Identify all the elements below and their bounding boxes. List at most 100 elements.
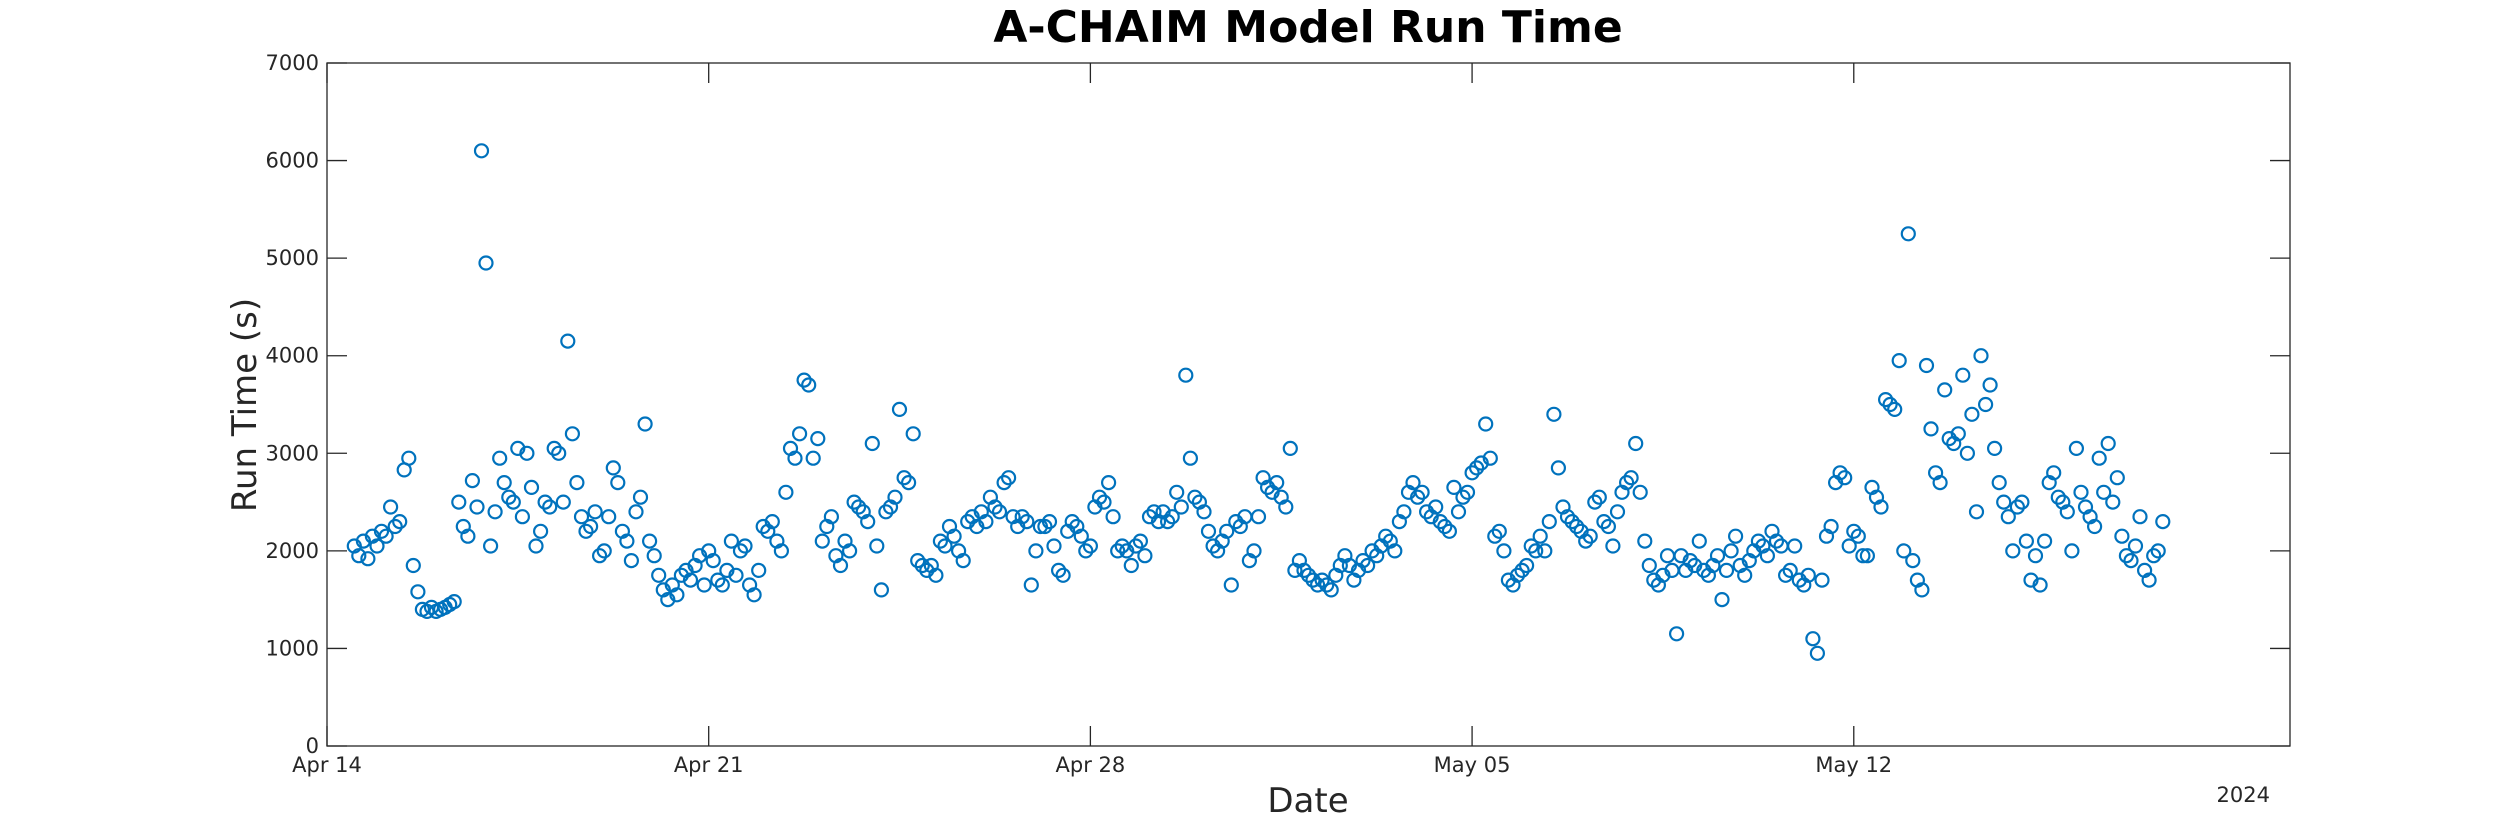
data-point <box>2091 450 2107 466</box>
y-tick-label: 1000 <box>266 636 319 660</box>
data-point <box>1768 533 1785 549</box>
data-point <box>1478 416 1494 432</box>
data-point <box>1528 543 1544 559</box>
data-point <box>1282 440 1298 456</box>
data-point <box>1882 396 1898 413</box>
y-tick-label: 4000 <box>266 344 319 368</box>
data-point <box>1414 484 1430 500</box>
data-point <box>401 450 417 466</box>
data-point <box>1550 460 1567 476</box>
data-point <box>1137 548 1153 564</box>
data-point <box>392 513 408 530</box>
data-point <box>1727 528 1744 544</box>
x-axis-ticks: Apr 14 Apr 21 Apr 28 May 05 May 12 <box>292 63 1892 777</box>
data-point <box>1578 533 1594 549</box>
data-point <box>1278 499 1294 515</box>
data-point <box>1900 226 1916 242</box>
data-point <box>2109 470 2125 486</box>
data-point <box>1355 552 1371 569</box>
data-point <box>2064 543 2080 559</box>
data-point <box>492 450 508 466</box>
data-point <box>1073 528 1089 544</box>
data-point <box>996 475 1012 491</box>
data-point <box>1046 538 1062 554</box>
data-point <box>451 494 467 510</box>
data-point <box>728 567 744 583</box>
data-point <box>2096 484 2112 500</box>
data-point <box>1977 396 1994 413</box>
data-point <box>1923 421 1939 437</box>
data-point <box>551 445 567 461</box>
x-tick-label: Apr 21 <box>674 753 744 777</box>
data-point <box>2087 518 2103 535</box>
y-axis-label: Run Time (s) <box>225 298 265 512</box>
data-point <box>410 584 426 600</box>
data-point <box>446 593 462 610</box>
data-point <box>841 543 858 559</box>
data-point <box>1959 445 1976 461</box>
data-point <box>850 499 867 515</box>
data-point <box>1091 489 1108 505</box>
data-point <box>591 548 608 564</box>
data-point <box>478 255 494 271</box>
data-point <box>646 548 662 564</box>
data-point <box>469 499 485 515</box>
data-point <box>1641 557 1657 574</box>
data-point <box>1887 401 1903 417</box>
data-point <box>1714 591 1730 608</box>
data-point <box>1455 489 1471 505</box>
data-point <box>878 504 894 520</box>
data-point <box>1269 475 1285 491</box>
data-point <box>1105 509 1121 525</box>
data-point <box>1441 523 1458 539</box>
data-point <box>619 533 635 549</box>
data-point <box>519 445 535 461</box>
data-point <box>523 479 540 495</box>
data-point <box>932 533 949 549</box>
data-point <box>1164 509 1180 525</box>
data-point <box>1123 557 1139 574</box>
data-point <box>1582 528 1598 544</box>
data-point <box>2141 572 2157 588</box>
data-point <box>2000 509 2016 525</box>
data-point <box>705 552 721 569</box>
data-point <box>1319 577 1335 593</box>
data-point <box>483 538 499 554</box>
data-point <box>1450 504 1467 520</box>
data-point <box>546 440 562 456</box>
data-point <box>987 499 1003 515</box>
data-point <box>1986 440 2003 456</box>
data-point <box>1800 567 1816 583</box>
data-point <box>1314 572 1330 588</box>
data-point <box>1609 504 1626 520</box>
data-point <box>1837 470 1853 486</box>
data-point <box>464 473 480 489</box>
data-point <box>1246 543 1262 559</box>
data-point <box>1014 509 1030 525</box>
data-point <box>814 533 830 549</box>
data-point <box>1855 548 1871 564</box>
data-point <box>2059 504 2075 520</box>
data-point <box>1305 572 1321 588</box>
data-point <box>1309 577 1326 593</box>
data-point <box>937 538 953 554</box>
data-point <box>1982 377 1998 393</box>
data-point <box>869 538 885 554</box>
data-point <box>623 552 640 569</box>
data-point <box>1487 528 1503 544</box>
y-tick-label: 7000 <box>266 51 319 75</box>
data-point <box>1169 484 1185 500</box>
x-tick-label: May 05 <box>1434 753 1511 777</box>
data-point <box>1173 499 1189 515</box>
data-point <box>1805 631 1821 647</box>
data-point <box>514 509 531 525</box>
data-point <box>1523 538 1539 554</box>
data-point <box>1023 577 1039 593</box>
data-point <box>805 450 821 466</box>
data-point <box>2118 548 2134 564</box>
x-tick-label: May 12 <box>1815 753 1892 777</box>
data-point <box>505 494 521 510</box>
data-point <box>578 523 594 539</box>
data-point <box>641 533 658 549</box>
data-point <box>1950 426 1966 442</box>
